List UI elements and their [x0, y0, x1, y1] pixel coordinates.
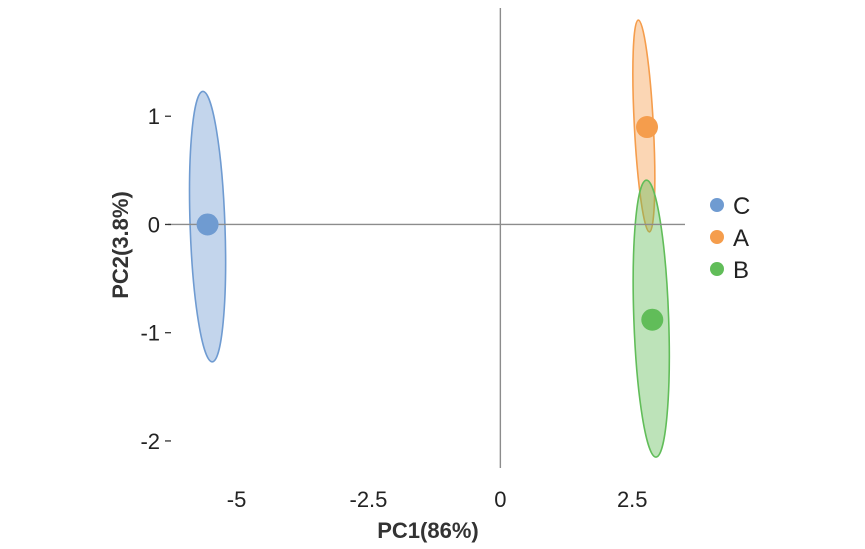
- legend-swatch-c: [710, 198, 724, 212]
- point-b: [641, 308, 664, 331]
- point-c: [196, 213, 219, 236]
- y-tick-label: -1: [140, 321, 160, 346]
- y-tick-label: -2: [140, 429, 160, 454]
- y-tick-label: 0: [148, 212, 160, 237]
- confidence-ellipses: [188, 19, 671, 458]
- group-centroids: [196, 116, 664, 331]
- legend-label-a: A: [733, 225, 749, 252]
- y-axis: 1 0 -1 -2: [140, 104, 171, 454]
- x-tick-label: -5: [227, 487, 247, 512]
- legend-label-c: C: [733, 193, 750, 220]
- y-tick-label: 1: [148, 104, 160, 129]
- x-axis-title: PC1(86%): [377, 518, 478, 543]
- legend: CAB: [710, 193, 750, 284]
- reference-lines: [168, 8, 685, 468]
- y-axis-title: PC2(3.8%): [108, 191, 133, 299]
- x-axis: -5 -2.5 0 2.5: [227, 487, 648, 512]
- legend-label-b: B: [733, 257, 749, 284]
- x-tick-label: 2.5: [617, 487, 648, 512]
- point-a: [636, 116, 659, 139]
- x-tick-label: 0: [494, 487, 506, 512]
- legend-swatch-a: [710, 230, 724, 244]
- x-tick-label: -2.5: [350, 487, 388, 512]
- legend-swatch-b: [710, 262, 724, 276]
